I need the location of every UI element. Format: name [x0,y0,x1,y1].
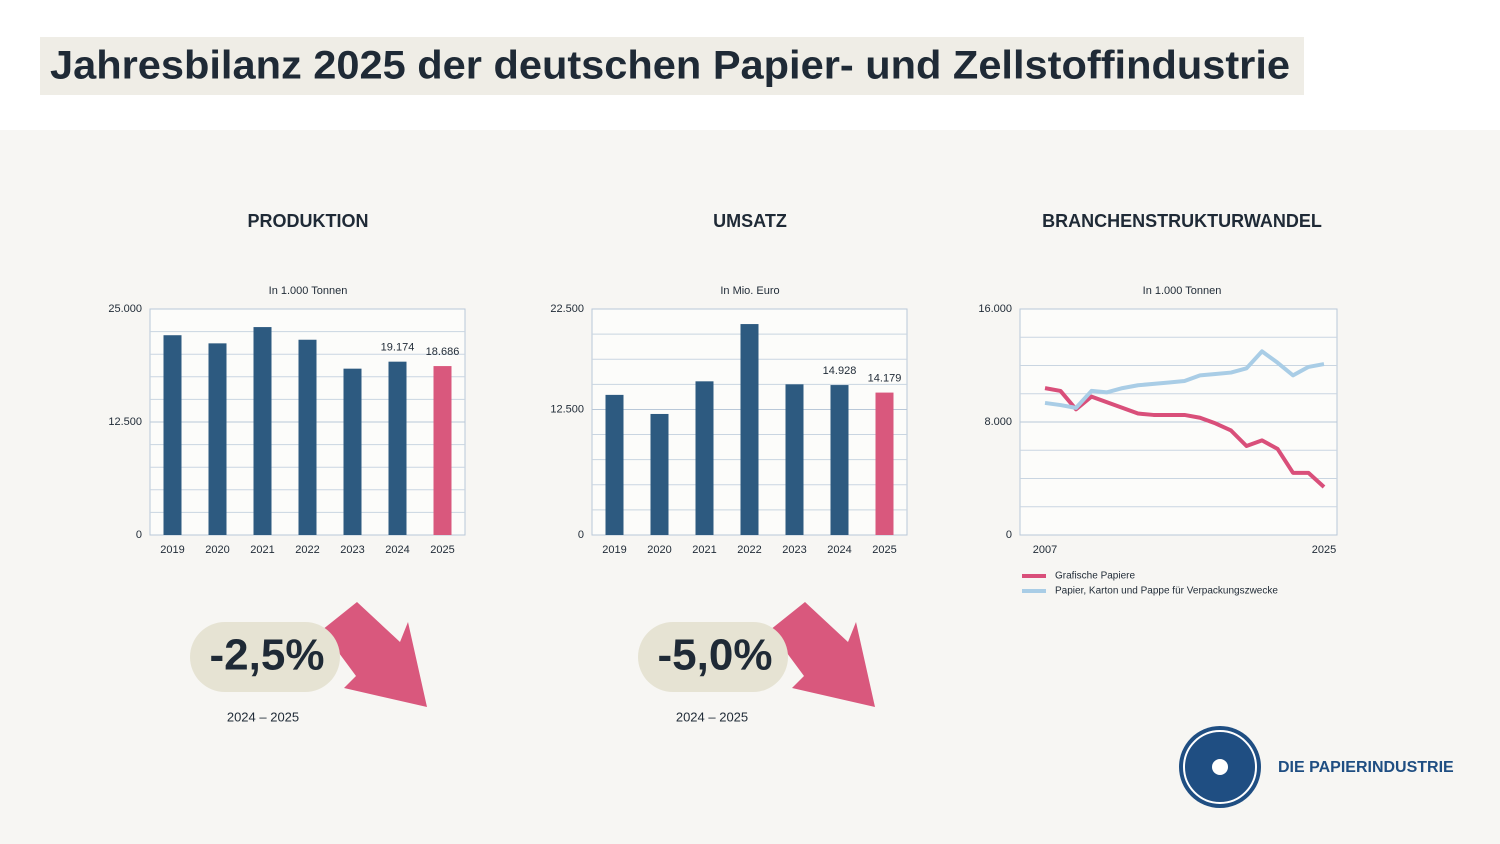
legend-label: Grafische Papiere [1055,571,1135,582]
bar [785,384,804,535]
y-tick-label: 12.500 [550,403,584,415]
title-box [40,37,1304,95]
value-label: 14.928 [823,365,857,377]
y-tick-label: 0 [578,529,584,541]
y-tick-label: 22.500 [550,303,584,315]
x-tick-label: 2023 [340,544,364,556]
x-tick-label: 2021 [250,544,274,556]
bar [433,366,452,535]
x-tick-label: 2025 [872,544,896,556]
y-tick-label: 8.000 [984,416,1012,428]
x-tick-label: 2022 [295,544,319,556]
logo-dot [1212,759,1228,775]
chart-title: UMSATZ [713,211,787,231]
x-tick-label: 2019 [160,544,184,556]
bar [343,368,362,535]
bar [695,381,714,535]
y-tick-label: 25.000 [108,303,142,315]
bar [650,413,669,535]
x-tick-label: 2024 [827,544,851,556]
change-pill [638,622,788,692]
series-line [1044,349,1325,410]
series-line [1044,386,1326,489]
value-label: 14.179 [868,372,902,384]
chart-subtitle: In 1.000 Tonnen [269,285,348,297]
change-period: 2024 – 2025 [227,709,299,724]
bar [163,335,182,535]
change-pill [190,622,340,692]
page-title: Jahresbilanz 2025 der deutschen Papier- … [50,44,1290,88]
value-label: 18.686 [426,346,460,358]
x-tick-label: 2022 [737,544,761,556]
legend-label: Papier, Karton und Pappe für Verpackungs… [1055,586,1278,597]
bar [208,343,227,535]
change-value: -5,0% [658,631,773,680]
x-tick-label: 2020 [205,544,229,556]
bar [740,324,759,535]
bar [605,394,624,535]
y-tick-label: 0 [136,529,142,541]
bar [298,339,317,535]
x-tick-label: 2024 [385,544,409,556]
bar [830,385,849,535]
logo-ring [1183,730,1257,804]
chart-subtitle: In Mio. Euro [720,285,779,297]
y-tick-label: 16.000 [978,303,1012,315]
chart-subtitle: In 1.000 Tonnen [1143,285,1222,297]
logo-text: DIE PAPIERINDUSTRIE [1278,759,1454,776]
x-tick-label: 2025 [1312,544,1336,556]
y-tick-label: 12.500 [108,416,142,428]
chart-title: PRODUKTION [248,211,369,231]
bar [388,361,407,535]
bar [253,327,272,535]
down-arrow [322,602,427,707]
down-arrow [770,602,875,707]
change-value: -2,5% [210,631,325,680]
x-tick-label: 2025 [430,544,454,556]
change-period: 2024 – 2025 [676,709,748,724]
bar [875,392,894,535]
x-tick-label: 2007 [1033,544,1057,556]
x-tick-label: 2019 [602,544,626,556]
value-label: 19.174 [381,342,415,354]
chart-title: BRANCHENSTRUKTURWANDEL [1042,211,1322,231]
x-tick-label: 2023 [782,544,806,556]
x-tick-label: 2020 [647,544,671,556]
y-tick-label: 0 [1006,529,1012,541]
x-tick-label: 2021 [692,544,716,556]
